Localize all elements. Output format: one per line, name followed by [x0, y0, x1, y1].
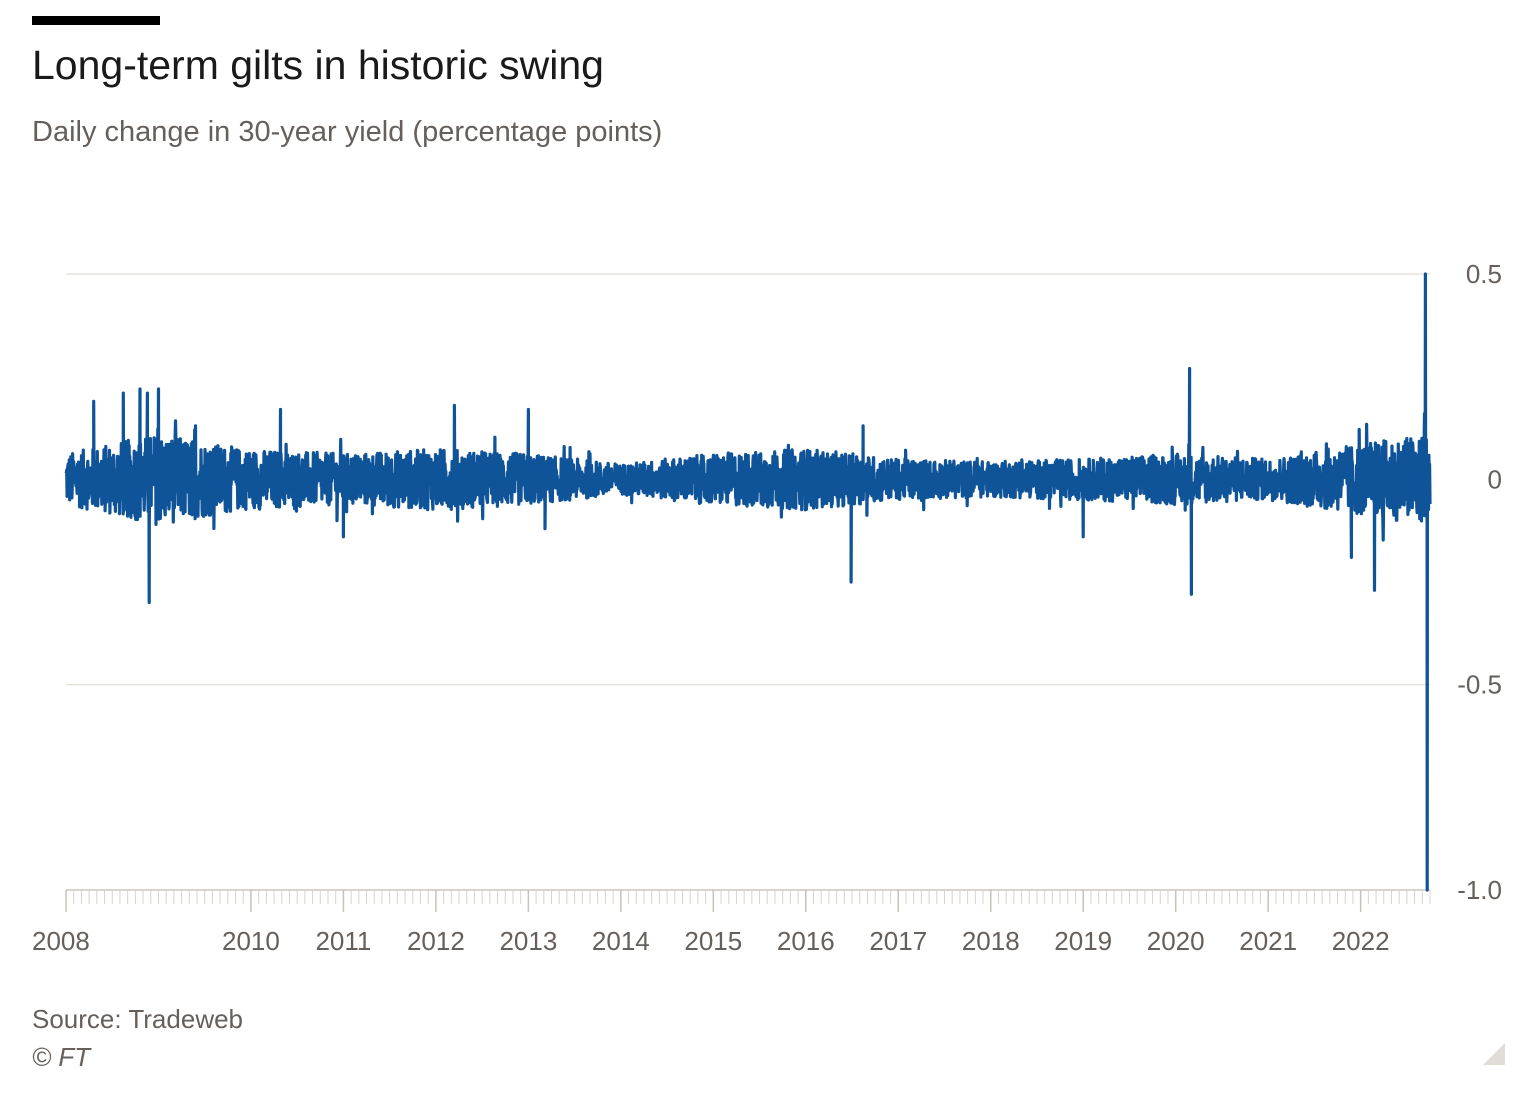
- x-tick-label: 2010: [222, 926, 280, 956]
- x-tick-label: 2021: [1239, 926, 1297, 956]
- x-tick-label: 2022: [1332, 926, 1390, 956]
- x-axis-minor-ticks: [65, 890, 1431, 912]
- x-tick-label: 2013: [499, 926, 557, 956]
- gridlines: [66, 273, 1430, 891]
- x-tick-label: 2008: [32, 926, 90, 956]
- y-tick-label: -1.0: [1457, 875, 1502, 905]
- chart-subtitle: Daily change in 30-year yield (percentag…: [32, 116, 663, 148]
- series-line: [64, 272, 1432, 892]
- y-tick-label: 0.5: [1466, 259, 1502, 289]
- x-tick-label: 2017: [869, 926, 927, 956]
- x-axis-labels: 2008 2010 2011 2012 2013 2014 2015 2016 2017 2018…: [32, 926, 1390, 956]
- x-tick-label: 2020: [1147, 926, 1205, 956]
- x-tick-label: 2012: [407, 926, 465, 956]
- x-tick-label: 2015: [684, 926, 742, 956]
- x-tick-label: 2018: [962, 926, 1020, 956]
- x-tick-label: 2019: [1054, 926, 1112, 956]
- copyright-note: © FT: [32, 1042, 91, 1072]
- y-tick-label: 0: [1488, 464, 1502, 494]
- source-note: Source: Tradeweb: [32, 1004, 244, 1034]
- x-tick-label: 2016: [777, 926, 835, 956]
- chart-title: Long-term gilts in historic swing: [32, 42, 604, 88]
- resize-corner-icon: [1483, 1043, 1505, 1065]
- x-tick-label: 2011: [315, 926, 371, 956]
- series-layer: [64, 272, 1432, 892]
- top-accent-bar: [32, 16, 160, 25]
- y-axis-labels: 0.5 0 -0.5 -1.0: [1457, 259, 1502, 905]
- x-tick-label: 2014: [592, 926, 650, 956]
- y-tick-label: -0.5: [1457, 670, 1502, 700]
